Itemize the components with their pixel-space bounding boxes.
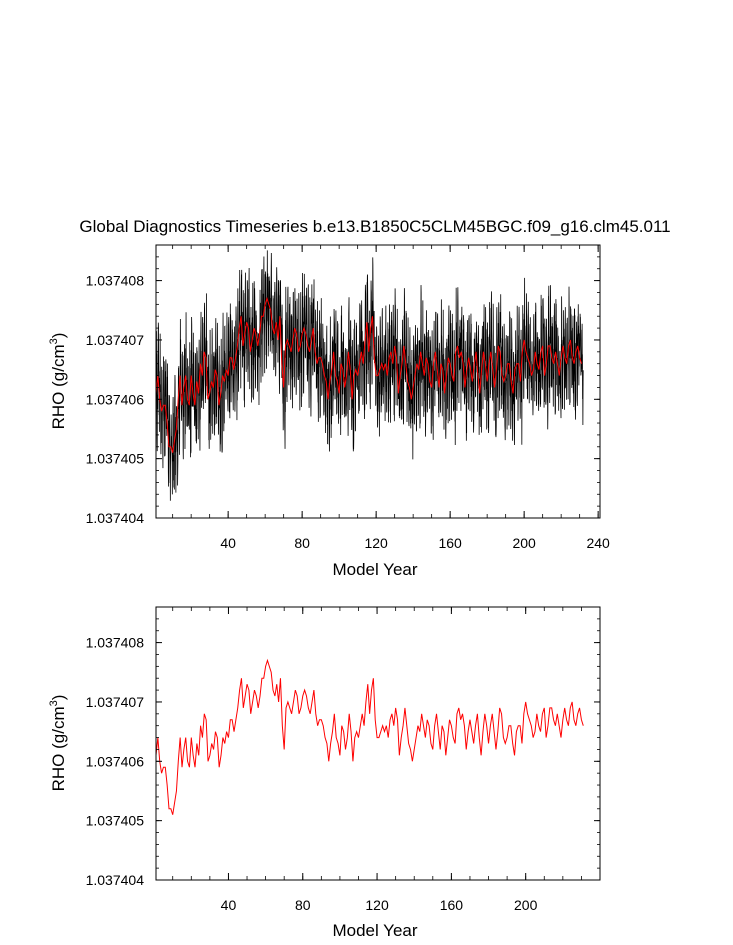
y-tick-label: 1.037405 (86, 813, 145, 829)
top-axis-ticks: 1.037404 1.037405 1.037406 1.037407 1.037408… (86, 244, 610, 551)
series-line-monthly (156, 250, 584, 501)
x-tick-label: 160 (438, 535, 462, 551)
x-tick-label: 120 (364, 535, 388, 551)
y-tick-label: 1.037404 (86, 872, 145, 888)
top-plot-area (156, 250, 584, 501)
bottom-plot-frame (155, 606, 601, 881)
bottom-x-axis-label: Model Year (332, 921, 417, 940)
top-plot-frame (155, 244, 601, 519)
x-tick-label: 40 (220, 535, 236, 551)
bottom-panel: 1.037404 1.037405 1.037406 1.037407 1.037408… (48, 606, 601, 940)
series-line-annual (156, 658, 584, 815)
bottom-axis-ticks: 1.037404 1.037405 1.037406 1.037407 1.037408… (86, 606, 601, 913)
bottom-y-axis-label: RHO (g/cm3) (48, 695, 68, 792)
chart-title: Global Diagnostics Timeseries b.e13.B185… (79, 217, 670, 236)
top-panel: 1.037404 1.037405 1.037406 1.037407 1.037408… (48, 244, 610, 579)
x-tick-label: 80 (294, 535, 310, 551)
x-tick-label: 160 (440, 897, 464, 913)
x-tick-label: 80 (295, 897, 311, 913)
y-tick-label: 1.037406 (86, 391, 145, 407)
x-tick-label: 200 (512, 535, 536, 551)
top-x-axis-label: Model Year (332, 560, 417, 579)
top-y-axis-label: RHO (g/cm3) (48, 333, 68, 430)
y-tick-label: 1.037408 (86, 273, 145, 289)
y-tick-label: 1.037404 (86, 510, 145, 526)
y-tick-label: 1.037405 (86, 451, 145, 467)
x-tick-label: 240 (586, 535, 610, 551)
y-tick-label: 1.037407 (86, 332, 145, 348)
x-tick-label: 40 (221, 897, 237, 913)
series-line-annual (156, 296, 582, 453)
bottom-plot-area (156, 658, 584, 815)
y-tick-label: 1.037406 (86, 753, 145, 769)
x-tick-label: 120 (365, 897, 389, 913)
x-tick-label: 200 (514, 897, 538, 913)
y-tick-label: 1.037407 (86, 694, 145, 710)
y-tick-label: 1.037408 (86, 635, 145, 651)
